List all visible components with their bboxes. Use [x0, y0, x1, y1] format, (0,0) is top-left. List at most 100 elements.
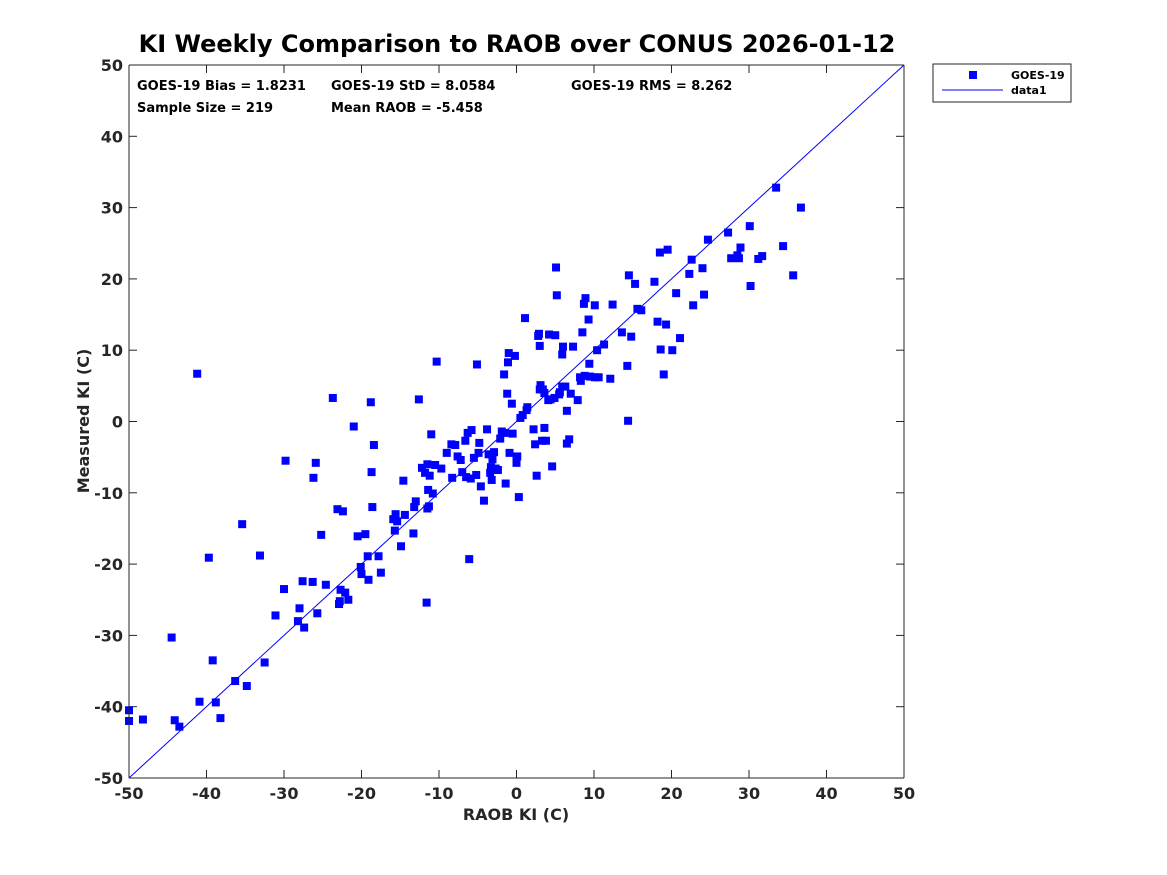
scatter-point [550, 393, 559, 402]
scatter-point [425, 471, 434, 480]
scatter-point [409, 529, 418, 538]
scatter-point [376, 568, 385, 577]
scatter-point [659, 370, 668, 379]
scatter-point [414, 395, 423, 404]
axis-ticks: -50 -40 -30 -20 -10 0 10 20 30 40 50 -50 -40 -30 -20 -1… [94, 56, 915, 803]
scatter-point [424, 485, 433, 494]
scatter-point [344, 595, 353, 604]
scatter-point [368, 503, 377, 512]
scatter-point [349, 422, 358, 431]
scatter-point [540, 388, 549, 397]
scatter-point [456, 456, 465, 465]
scatter-point [208, 656, 217, 665]
scatter-point [423, 460, 432, 469]
y-tick-label: 30 [101, 199, 123, 218]
scatter-point [475, 438, 484, 447]
scatter-point [422, 598, 431, 607]
scatter-point [410, 503, 419, 512]
x-tick-label: -20 [347, 784, 376, 803]
scatter-point [724, 228, 733, 237]
scatter-point [424, 502, 433, 511]
scatter-point [548, 462, 557, 471]
scatter-point [293, 617, 302, 626]
scatter-point [576, 376, 585, 385]
scatter-point [204, 553, 213, 562]
scatter-point [353, 532, 362, 541]
scatter-point [393, 517, 402, 526]
scatter-point [672, 289, 681, 298]
scatter-point [260, 658, 269, 667]
scatter-point [545, 330, 554, 339]
scatter-point [216, 714, 225, 723]
scatter-point [391, 510, 400, 519]
scatter-point [500, 370, 509, 379]
scatter-point [311, 458, 320, 467]
scatter-point [363, 552, 372, 561]
scatter-point [653, 317, 662, 326]
scatter-point [336, 585, 345, 594]
legend: GOES-19 data1 [932, 63, 1072, 103]
y-tick-label: 50 [101, 56, 123, 75]
scatter-point [451, 441, 460, 450]
scatter-point [490, 448, 499, 457]
scatter-point [281, 456, 290, 465]
scatter-point [421, 468, 430, 477]
scatter-point [529, 425, 538, 434]
scatter-point [313, 609, 322, 618]
scatter-point [427, 430, 436, 439]
scatter-point [579, 299, 588, 308]
chart-title: KI Weekly Comparison to RAOB over CONUS … [139, 30, 896, 58]
scatter-point [357, 570, 366, 579]
scatter-point [211, 698, 220, 707]
y-tick-label: 40 [101, 127, 123, 146]
scatter-point [356, 562, 365, 571]
scatter-point [338, 507, 347, 516]
scatter-point [484, 450, 493, 459]
stat-rms: GOES-19 RMS = 8.262 [571, 79, 732, 94]
scatter-point [271, 611, 280, 620]
scatter-point [655, 248, 664, 257]
scatter-point [167, 633, 176, 642]
scatter-point [624, 271, 633, 280]
legend-label-goes19: GOES-19 [1011, 69, 1065, 82]
x-tick-label: 40 [815, 784, 837, 803]
scatter-point [341, 588, 350, 597]
scatter-point [552, 291, 561, 300]
scatter-point [483, 425, 492, 434]
scatter-point [627, 332, 636, 341]
scatter-point [461, 436, 470, 445]
scatter-point [448, 473, 457, 482]
scatter-point [676, 334, 685, 343]
scatter-point [566, 389, 575, 398]
scatter-point [462, 473, 471, 482]
x-tick-label: 50 [893, 784, 915, 803]
scatter-point [390, 526, 399, 535]
x-tick-label: -40 [192, 784, 221, 803]
scatter-point [561, 382, 570, 391]
legend-box [932, 63, 1072, 103]
scatter-point [559, 342, 567, 351]
scatter-point [505, 448, 514, 457]
scatter-point [504, 349, 513, 358]
scatter-point [175, 722, 184, 731]
scatter-point [789, 271, 798, 280]
scatter-point [650, 277, 659, 286]
scatter-point [562, 406, 571, 415]
scatter-point [501, 479, 510, 488]
scatter-point [656, 345, 665, 354]
scatter-point [734, 254, 743, 263]
scatter-point [328, 393, 337, 402]
x-tick-label: 0 [511, 784, 522, 803]
scatter-point [510, 351, 519, 360]
stat-sample-size: Sample Size = 219 [137, 101, 273, 116]
scatter-point [431, 460, 440, 469]
y-tick-label: 0 [112, 413, 123, 432]
scatter-point [366, 398, 375, 407]
scatter-point [335, 597, 344, 606]
scatter-point [590, 301, 599, 310]
scatter-point [585, 359, 594, 368]
scatter-point [300, 623, 309, 632]
scatter-point [333, 505, 342, 514]
scatter-point [465, 555, 474, 564]
scatter-point [541, 436, 550, 445]
